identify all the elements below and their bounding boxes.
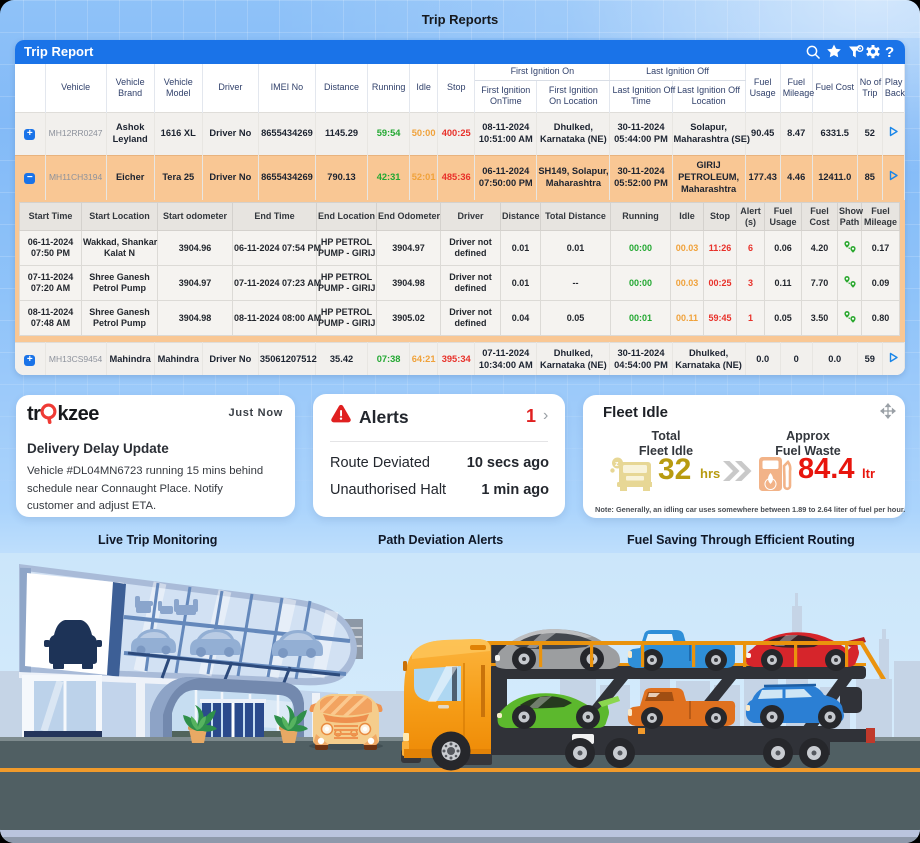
svg-text:?: ?	[885, 44, 894, 61]
svg-text:z: z	[615, 461, 619, 468]
